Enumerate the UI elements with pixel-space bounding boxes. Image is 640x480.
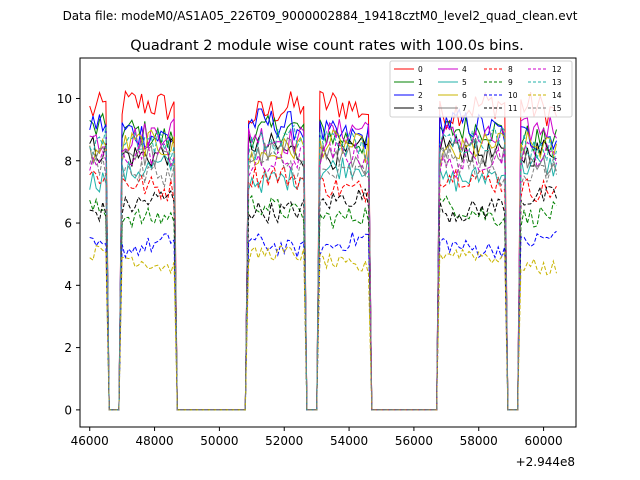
legend-label-11: 11 bbox=[508, 104, 518, 113]
legend-label-4: 4 bbox=[462, 65, 467, 74]
series-line-14 bbox=[89, 245, 557, 411]
x-tick-label: 60000 bbox=[524, 434, 562, 448]
series-line-1 bbox=[89, 112, 557, 411]
series-line-4 bbox=[89, 116, 557, 411]
series-line-12 bbox=[89, 141, 557, 411]
legend-label-9: 9 bbox=[508, 78, 513, 87]
legend-label-5: 5 bbox=[462, 78, 467, 87]
y-tick-label: 0 bbox=[64, 403, 72, 417]
y-tick-label: 10 bbox=[57, 92, 72, 106]
x-tick-label: 46000 bbox=[71, 434, 109, 448]
y-tick-label: 8 bbox=[64, 154, 72, 168]
series-line-10 bbox=[89, 230, 557, 411]
legend-box bbox=[389, 60, 573, 118]
y-tick-label: 4 bbox=[64, 279, 72, 293]
chart-title: Quadrant 2 module wise count rates with … bbox=[130, 38, 524, 54]
series-line-5 bbox=[89, 154, 557, 411]
legend-label-0: 0 bbox=[418, 65, 423, 74]
x-tick-label: 58000 bbox=[460, 434, 498, 448]
figure-suptitle: Data file: modeM0/AS1A05_226T09_90000028… bbox=[63, 9, 578, 23]
series-layer bbox=[89, 89, 557, 411]
legend-label-12: 12 bbox=[552, 65, 562, 74]
legend-label-13: 13 bbox=[552, 78, 562, 87]
legend-label-14: 14 bbox=[552, 91, 562, 100]
legend-label-3: 3 bbox=[418, 104, 423, 113]
legend-label-8: 8 bbox=[508, 65, 513, 74]
legend-label-10: 10 bbox=[508, 91, 518, 100]
series-line-9 bbox=[89, 194, 557, 411]
legend-label-6: 6 bbox=[462, 91, 467, 100]
legend-label-2: 2 bbox=[418, 91, 423, 100]
x-tick-label: 56000 bbox=[395, 434, 433, 448]
x-tick-label: 48000 bbox=[135, 434, 173, 448]
x-tick-label: 52000 bbox=[265, 434, 303, 448]
y-tick-label: 6 bbox=[64, 217, 72, 231]
x-axis: 46000 48000 50000 52000 54000 56000 58000 60000 bbox=[71, 427, 563, 448]
y-tick-label: 2 bbox=[64, 341, 72, 355]
series-line-15 bbox=[89, 147, 557, 411]
x-tick-label: 54000 bbox=[330, 434, 368, 448]
legend-label-1: 1 bbox=[418, 78, 423, 87]
y-axis: 0 2 4 6 8 10 bbox=[57, 92, 80, 417]
x-tick-label: 50000 bbox=[200, 434, 238, 448]
legend-label-15: 15 bbox=[552, 104, 562, 113]
series-line-11 bbox=[89, 185, 557, 411]
plot-frame bbox=[79, 57, 577, 428]
x-offset-label: +2.944e8 bbox=[516, 455, 575, 469]
legend-label-7: 7 bbox=[462, 104, 467, 113]
series-line-13 bbox=[89, 124, 557, 411]
